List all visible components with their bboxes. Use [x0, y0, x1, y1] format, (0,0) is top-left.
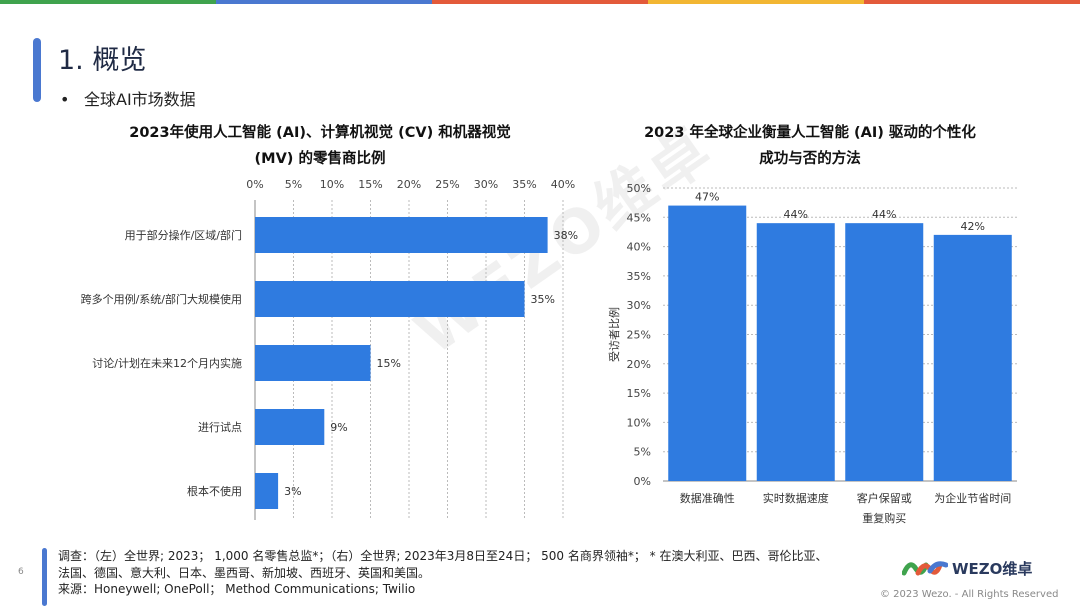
category-label: 讨论/计划在未来12个月内实施	[92, 356, 242, 370]
x-tick-label: 15%	[358, 178, 382, 191]
footer-notes: 调查：（左）全世界; 2023； 1,000 名零售总监*；（右）全世界; 20…	[58, 548, 898, 598]
left-chart-title-line1: 2023年使用人工智能 (AI)、计算机视觉 (CV) 和机器视觉	[129, 125, 511, 141]
y-tick-label: 20%	[627, 358, 651, 371]
footer-line-source: 来源：Honeywell; OnePoll； Method Communicat…	[58, 582, 416, 596]
bullet-marker: •	[60, 90, 70, 109]
y-tick-label: 10%	[627, 416, 651, 429]
color-stripe-red	[432, 0, 648, 4]
subtitle-text: 全球AI市场数据	[84, 90, 196, 109]
right-chart-title: 2023 年全球企业衡量人工智能 (AI) 驱动的个性化 成功与否的方法	[600, 120, 1020, 172]
y-tick-label: 50%	[627, 182, 651, 195]
value-label: 44%	[784, 208, 808, 221]
bar	[845, 223, 924, 481]
title-accent-bar	[33, 38, 41, 102]
y-tick-label: 5%	[634, 446, 651, 459]
category-label: 重复购买	[862, 511, 906, 525]
logo-text: WEZO维卓	[952, 559, 1033, 578]
value-label: 3%	[284, 485, 301, 498]
y-tick-label: 40%	[627, 241, 651, 254]
page-number: 6	[18, 567, 24, 577]
y-tick-label: 35%	[627, 270, 651, 283]
color-stripe-blue	[216, 0, 432, 4]
category-label: 为企业节省时间	[934, 491, 1011, 505]
left-chart-title: 2023年使用人工智能 (AI)、计算机视觉 (CV) 和机器视觉 (MV) 的…	[95, 120, 545, 172]
value-label: 44%	[872, 208, 896, 221]
page-title: 1. 概览	[58, 45, 147, 76]
wezo-logo: WEZO维卓	[902, 557, 1032, 579]
bar	[668, 205, 747, 481]
right-chart-title-line1: 2023 年全球企业衡量人工智能 (AI) 驱动的个性化	[644, 125, 976, 141]
category-label: 跨多个用例/系统/部门大规模使用	[81, 292, 242, 306]
bar	[255, 473, 279, 509]
left-bar-chart: 0% 5% 10% 15% 20% 25% 30% 35% 40% 用于部分操作/区域/部门 38%…	[81, 178, 578, 520]
x-tick-label: 5%	[285, 178, 302, 191]
right-chart-title-line2: 成功与否的方法	[759, 151, 861, 167]
x-tick-label: 30%	[474, 178, 498, 191]
value-label: 15%	[377, 357, 401, 370]
y-tick-label: 0%	[634, 475, 651, 488]
bar	[255, 409, 325, 445]
x-tick-label: 25%	[435, 178, 459, 191]
y-tick-label: 15%	[627, 387, 651, 400]
color-stripe-green	[0, 0, 216, 4]
value-label: 42%	[961, 220, 985, 233]
value-label: 47%	[695, 191, 719, 204]
y-tick-label: 30%	[627, 299, 651, 312]
footer-line-countries: 法国、德国、意大利、日本、墨西哥、新加坡、西班牙、英国和美国。	[58, 565, 431, 580]
right-bar-chart: 0% 5% 10% 15% 20% 25% 30% 35% 40% 45% 50% 受访者比例 47% 数…	[607, 182, 1017, 525]
footer-accent-bar	[42, 548, 47, 606]
color-stripe-orange	[864, 0, 1080, 4]
y-axis-title: 受访者比例	[607, 307, 621, 362]
bar	[255, 281, 525, 317]
left-chart-title-line2: (MV) 的零售商比例	[254, 151, 386, 167]
value-label: 9%	[330, 421, 347, 434]
wezo-logo-icon	[902, 561, 948, 576]
bar	[933, 234, 1012, 481]
category-label: 用于部分操作/区域/部门	[125, 228, 242, 242]
x-tick-label: 35%	[512, 178, 536, 191]
category-label: 进行试点	[198, 421, 242, 434]
x-tick-label: 0%	[246, 178, 263, 191]
copyright: © 2023 Wezo. - All Rights Reserved	[880, 589, 1059, 600]
brand-color-bar	[0, 0, 1080, 4]
x-tick-label: 20%	[397, 178, 421, 191]
category-label: 根本不使用	[187, 484, 242, 498]
bar	[255, 345, 371, 381]
value-label: 35%	[531, 293, 555, 306]
category-label: 实时数据速度	[763, 491, 829, 505]
color-stripe-yellow	[648, 0, 864, 4]
bar	[756, 223, 835, 481]
bar	[255, 217, 548, 253]
subtitle-bullet: • 全球AI市场数据	[60, 86, 196, 110]
x-tick-label: 40%	[551, 178, 575, 191]
footer-line-survey: 调查：（左）全世界; 2023； 1,000 名零售总监*；（右）全世界; 20…	[58, 549, 828, 563]
x-tick-label: 10%	[320, 178, 344, 191]
y-tick-label: 45%	[627, 211, 651, 224]
y-tick-label: 25%	[627, 329, 651, 342]
category-label: 客户保留或	[857, 491, 912, 505]
value-label: 38%	[554, 229, 578, 242]
category-label: 数据准确性	[680, 491, 735, 505]
